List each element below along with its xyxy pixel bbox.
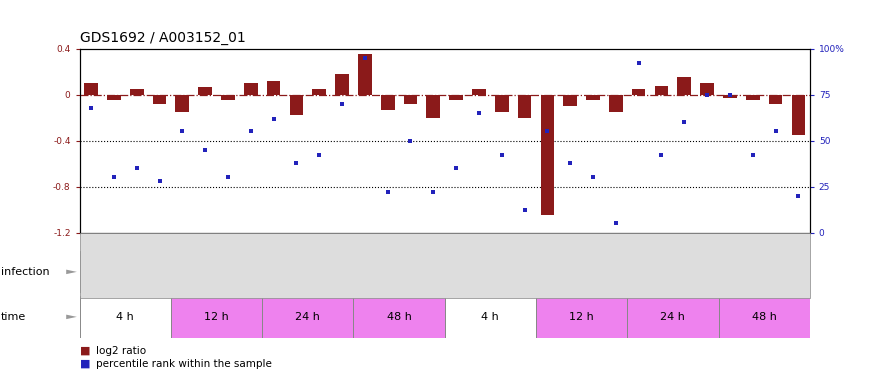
Text: 48 h: 48 h [751,312,776,322]
Text: percentile rank within the sample: percentile rank within the sample [96,359,272,369]
Bar [152,95,166,104]
Bar [427,95,440,118]
Bar [677,78,691,95]
Text: ■: ■ [80,346,90,355]
Bar [289,95,304,116]
Text: 12 h: 12 h [569,312,594,322]
Text: GDS1692 / A003152_01: GDS1692 / A003152_01 [80,31,245,45]
Text: 12 h: 12 h [204,312,229,322]
Bar [719,296,810,338]
Bar [221,95,235,100]
Text: Agrobacterium tumefaciens: Agrobacterium tumefaciens [550,267,705,277]
Bar [609,95,623,112]
Bar [723,95,736,98]
Text: mock: mock [247,267,277,277]
Text: time: time [1,312,27,322]
Bar [353,296,444,338]
Bar [564,95,577,106]
Bar [80,251,444,292]
Bar [266,81,281,95]
Text: infection: infection [1,267,50,277]
Bar [769,95,782,104]
Bar [244,83,258,95]
Bar [198,87,212,95]
Bar [107,95,120,100]
Bar [632,89,645,95]
Bar [586,95,600,100]
Bar [472,89,486,95]
Text: 4 h: 4 h [481,312,499,322]
Bar [312,89,326,95]
Bar [518,95,531,118]
Bar [404,95,418,104]
Text: 24 h: 24 h [296,312,320,322]
Bar [627,296,719,338]
Bar [175,95,189,112]
Text: log2 ratio: log2 ratio [96,346,146,355]
Bar [84,83,98,95]
Bar [358,54,372,95]
Bar [444,296,536,338]
Bar [381,95,395,110]
Text: 4 h: 4 h [117,312,135,322]
Bar [171,296,262,338]
Bar [700,83,714,95]
Bar [541,95,554,215]
Bar [495,95,509,112]
Bar [80,296,171,338]
Bar [450,95,463,100]
Bar [335,74,349,95]
Text: 24 h: 24 h [660,312,685,322]
Bar [262,296,353,338]
Text: 48 h: 48 h [387,312,412,322]
Text: ■: ■ [80,359,90,369]
Bar [130,89,143,95]
Bar [444,251,810,292]
Bar [746,95,759,100]
Bar [536,296,627,338]
Bar [655,86,668,95]
Bar [791,95,805,135]
